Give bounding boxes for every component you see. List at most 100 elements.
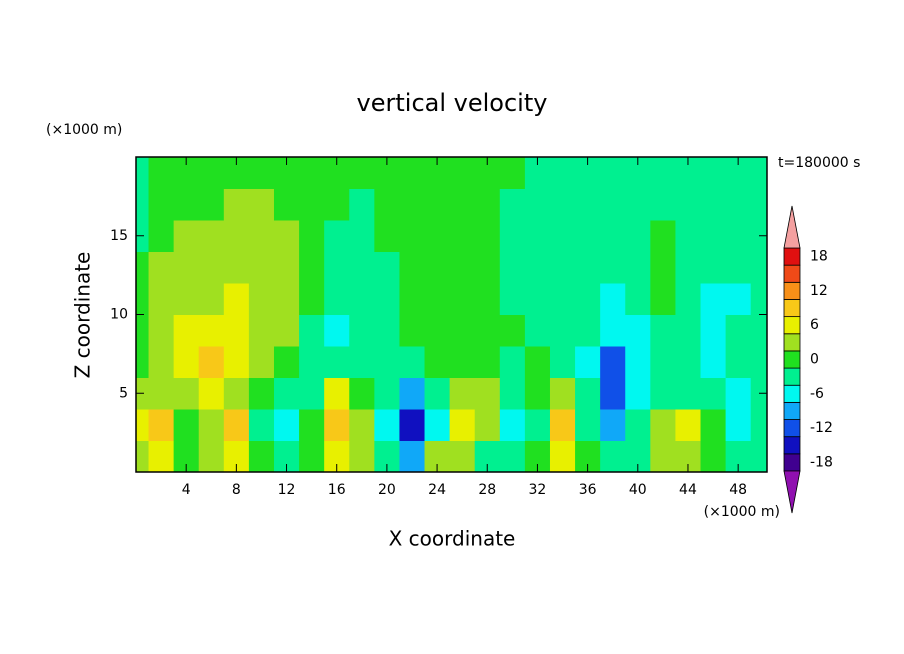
colorbar-tick-label: 0 bbox=[810, 352, 819, 368]
colorbar-box bbox=[783, 333, 801, 352]
field-cell bbox=[524, 377, 551, 410]
field-cell bbox=[173, 188, 200, 221]
field-cell bbox=[499, 283, 526, 315]
field-cell bbox=[324, 251, 350, 284]
field-cell bbox=[148, 440, 175, 473]
field-cell bbox=[449, 157, 476, 189]
field-cell bbox=[136, 346, 150, 378]
field-cell bbox=[725, 220, 752, 252]
field-cell bbox=[474, 251, 501, 284]
y-tick-label: 5 bbox=[119, 385, 128, 401]
field-cell bbox=[549, 314, 576, 347]
field-cell bbox=[700, 346, 727, 378]
field-cell bbox=[223, 188, 250, 221]
colorbar-box bbox=[783, 384, 801, 403]
field-cell bbox=[700, 377, 727, 410]
field-cell bbox=[700, 157, 727, 189]
field-cell bbox=[750, 157, 768, 189]
field-cell bbox=[136, 157, 150, 189]
colorbar-box bbox=[783, 316, 801, 335]
field-cell bbox=[324, 409, 350, 441]
field-cell bbox=[198, 157, 225, 189]
field-cell bbox=[399, 346, 426, 378]
field-cell bbox=[474, 409, 501, 441]
field-cell bbox=[299, 220, 325, 252]
field-cell bbox=[198, 346, 225, 378]
x-tick-label: 40 bbox=[629, 482, 647, 498]
field-cell bbox=[349, 220, 375, 252]
field-cell bbox=[499, 377, 526, 410]
field-cell bbox=[399, 314, 426, 347]
field-cell bbox=[136, 251, 150, 284]
x-tick-label: 20 bbox=[378, 482, 396, 498]
field-cell bbox=[324, 377, 350, 410]
field-cell bbox=[600, 377, 626, 410]
field-cell bbox=[700, 409, 727, 441]
field-cell bbox=[750, 409, 768, 441]
field-cell bbox=[198, 251, 225, 284]
field-cell bbox=[299, 188, 325, 221]
colorbar-box bbox=[783, 299, 801, 318]
field-cell bbox=[273, 346, 300, 378]
field-cell bbox=[399, 409, 426, 441]
field-cell bbox=[273, 314, 300, 347]
field-cell bbox=[173, 251, 200, 284]
x-tick-label: 32 bbox=[529, 482, 547, 498]
y-tick-label: 15 bbox=[110, 228, 128, 244]
field-cell bbox=[474, 314, 501, 347]
field-cell bbox=[600, 409, 626, 441]
field-cell bbox=[349, 377, 375, 410]
field-cell bbox=[750, 440, 768, 473]
field-cell bbox=[725, 188, 752, 221]
field-cell bbox=[675, 283, 702, 315]
field-cell bbox=[223, 409, 250, 441]
field-cell bbox=[524, 251, 551, 284]
field-cell bbox=[349, 314, 375, 347]
field-cell bbox=[675, 377, 702, 410]
field-cell bbox=[198, 283, 225, 315]
field-cell bbox=[575, 346, 601, 378]
field-cell bbox=[449, 377, 476, 410]
field-cell bbox=[675, 220, 702, 252]
field-cell bbox=[725, 251, 752, 284]
field-cell bbox=[700, 251, 727, 284]
field-cell bbox=[499, 440, 526, 473]
field-cell bbox=[136, 440, 150, 473]
field-cell bbox=[248, 251, 275, 284]
field-cell bbox=[248, 188, 275, 221]
y-unit: (×1000 m) bbox=[46, 122, 122, 138]
field-cell bbox=[148, 377, 175, 410]
field-cell bbox=[273, 283, 300, 315]
field-cell bbox=[374, 283, 400, 315]
colorbar-tick-label: -12 bbox=[810, 420, 833, 436]
field-cell bbox=[725, 409, 752, 441]
field-cell bbox=[223, 346, 250, 378]
colorbar-tick-label: 12 bbox=[810, 283, 828, 299]
field-cell bbox=[675, 188, 702, 221]
x-unit: (×1000 m) bbox=[704, 504, 780, 520]
field-cell bbox=[650, 440, 676, 473]
field-cell bbox=[750, 346, 768, 378]
field-cell bbox=[273, 188, 300, 221]
field-cell bbox=[650, 314, 676, 347]
field-cell bbox=[650, 346, 676, 378]
field-cell bbox=[575, 283, 601, 315]
field-cell bbox=[600, 314, 626, 347]
field-cell bbox=[549, 440, 576, 473]
field-cell bbox=[148, 314, 175, 347]
colorbar-box bbox=[783, 401, 801, 420]
field-cell bbox=[273, 220, 300, 252]
colorbar-box bbox=[783, 419, 801, 438]
colorbar-box bbox=[783, 247, 801, 266]
field-cell bbox=[625, 283, 651, 315]
field-cell bbox=[650, 377, 676, 410]
field-cell bbox=[349, 409, 375, 441]
field-cell bbox=[700, 314, 727, 347]
field-cell bbox=[600, 157, 626, 189]
x-tick-label: 8 bbox=[232, 482, 241, 498]
field-cell bbox=[299, 346, 325, 378]
field-cell bbox=[424, 377, 451, 410]
x-tick-label: 12 bbox=[278, 482, 296, 498]
x-tick-label: 28 bbox=[478, 482, 496, 498]
field-cell bbox=[148, 220, 175, 252]
